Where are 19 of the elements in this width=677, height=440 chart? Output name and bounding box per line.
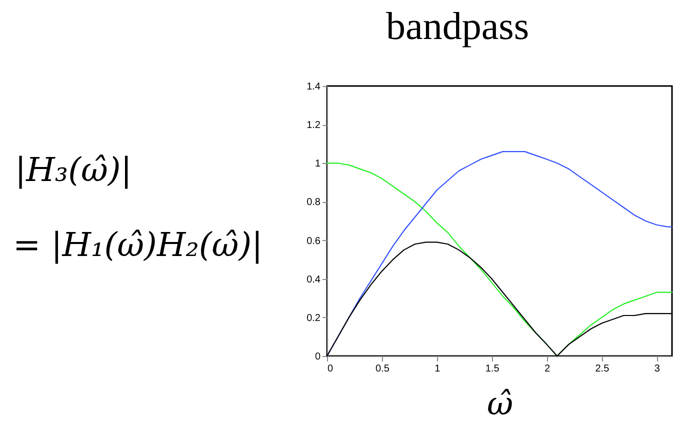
y-tick-label: 0.4 bbox=[306, 274, 321, 286]
x-tick-label: 2.5 bbox=[595, 364, 610, 374]
text: = |H₁(ω̂)H₂(ω̂)| bbox=[13, 225, 263, 264]
x-tick-label: 3 bbox=[654, 364, 660, 374]
y-tick-label: 0 bbox=[314, 352, 321, 362]
y-tick-label: 0.8 bbox=[306, 197, 321, 208]
x-tick-label: 1 bbox=[434, 364, 441, 374]
y-tick-label: 0.2 bbox=[306, 312, 321, 324]
x-tick-label: 2 bbox=[544, 364, 550, 374]
chart-title: bandpass bbox=[386, 5, 529, 48]
x-axis-title: ω̂ bbox=[486, 384, 514, 422]
y-tick-label: 1.2 bbox=[306, 120, 321, 132]
y-tick-label: 0.6 bbox=[306, 236, 321, 247]
x-tick-label: 0 bbox=[328, 364, 334, 374]
text: |H₃(ω̂)| bbox=[15, 150, 132, 189]
x-tick-label: 0.5 bbox=[375, 364, 390, 374]
y-tick-label: 1.4 bbox=[306, 82, 321, 92]
y-tick-label: 1 bbox=[314, 158, 321, 170]
x-tick-label: 1.5 bbox=[485, 364, 500, 374]
